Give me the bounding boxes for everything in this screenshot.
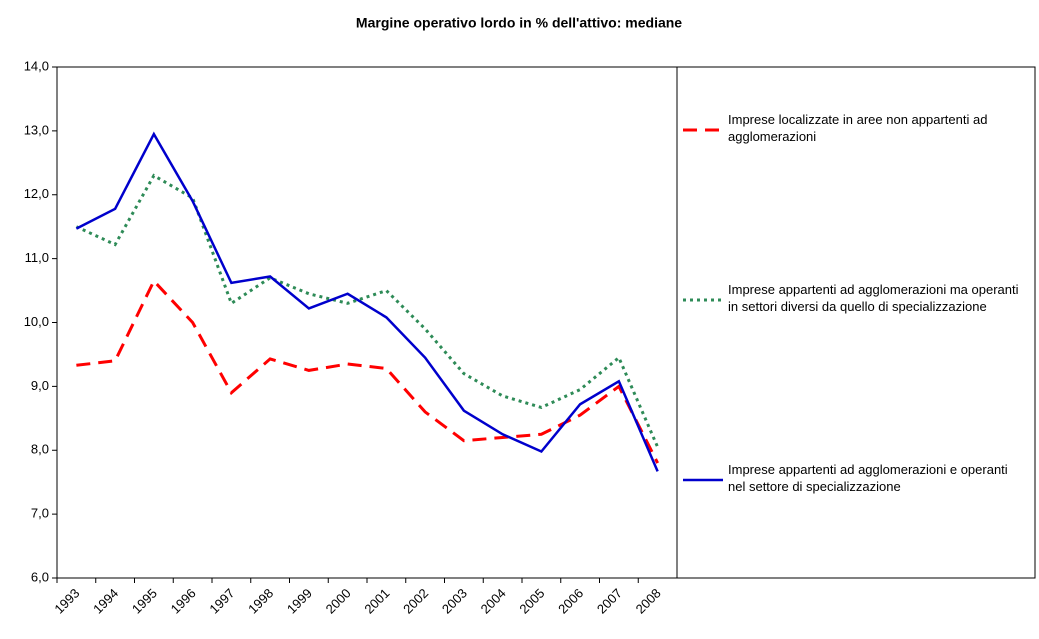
y-tick-label: 8,0: [31, 442, 49, 457]
x-tick-label: 1996: [168, 586, 199, 617]
legend-label: Imprese appartenti ad agglomerazioni e o…: [728, 462, 1008, 494]
legend-frame: [676, 66, 1036, 579]
legend-line: Imprese appartenti ad agglomerazioni e o…: [728, 462, 1008, 477]
x-tick-label: 1995: [129, 586, 160, 617]
y-tick-label: 10,0: [24, 314, 49, 329]
legend-line: nel settore di specializzazione: [728, 479, 901, 494]
series-line: [75, 131, 659, 472]
legend-line: Imprese localizzate in aree non apparten…: [728, 112, 987, 127]
x-tick-label: 2000: [323, 586, 354, 617]
series-line: [75, 173, 660, 448]
legend-label: Imprese localizzate in aree non apparten…: [728, 112, 987, 144]
x-tick-label: 1997: [206, 586, 237, 617]
x-tick-label: 2006: [555, 586, 586, 617]
series-line: [76, 278, 659, 464]
y-tick-label: 6,0: [31, 569, 49, 584]
x-tick-label: 2008: [633, 586, 664, 617]
x-tick-label: 1998: [245, 586, 276, 617]
x-tick-label: 1993: [51, 586, 82, 617]
x-tick-label: 2007: [594, 586, 625, 617]
x-tick-label: 2001: [361, 586, 392, 617]
x-tick-label: 2002: [400, 586, 431, 617]
y-tick-label: 11,0: [25, 250, 49, 265]
y-tick-label: 12,0: [24, 186, 49, 201]
x-tick-label: 1999: [284, 586, 315, 617]
x-tick-label: 2004: [478, 586, 509, 617]
y-tick-label: 13,0: [24, 122, 49, 137]
legend-line: Imprese appartenti ad agglomerazioni ma …: [728, 282, 1019, 297]
x-tick-label: 2003: [439, 586, 470, 617]
legend-label: Imprese appartenti ad agglomerazioni ma …: [728, 282, 1019, 314]
legend-line: agglomerazioni: [728, 129, 816, 144]
y-tick-label: 7,0: [31, 506, 49, 521]
y-tick-label: 14,0: [24, 58, 49, 73]
x-tick-label: 1994: [90, 586, 121, 617]
y-tick-label: 9,0: [31, 378, 49, 393]
legend-line: in settori diversi da quello di speciali…: [728, 299, 987, 314]
chart-title: Margine operativo lordo in % dell'attivo…: [356, 15, 682, 31]
x-tick-label: 2005: [516, 586, 547, 617]
